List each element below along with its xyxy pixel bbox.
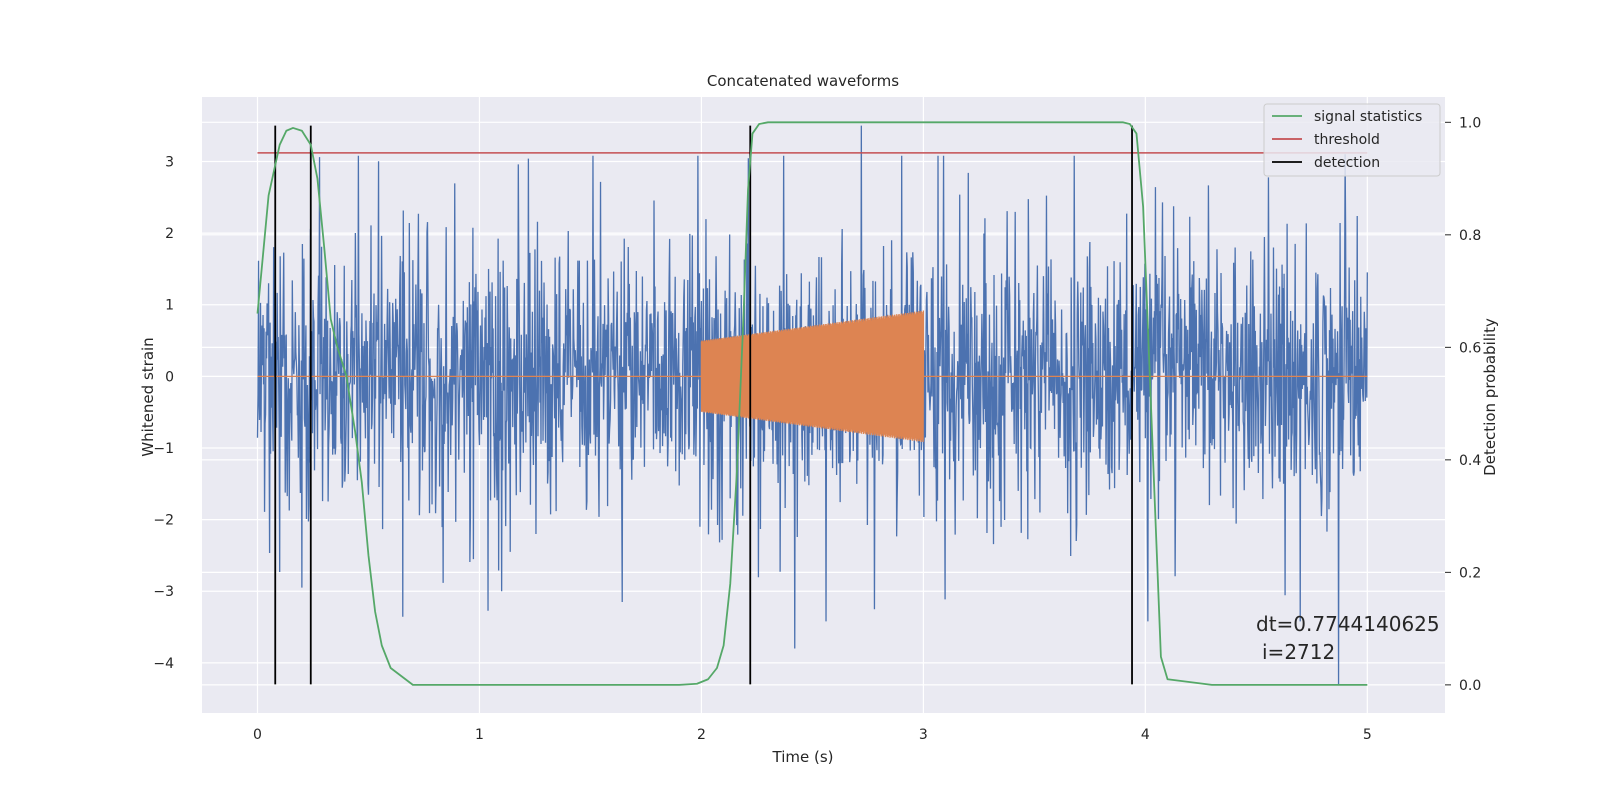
y-left-tick-label: −2 [153,513,174,529]
y-right-tick-label: 0.6 [1459,340,1481,356]
legend: signal statistics threshold detection [1263,103,1441,177]
y-axis-label-right: Detection probability [1481,318,1499,476]
y-right-tick-label: 0.0 [1459,678,1481,694]
x-tick-label: 3 [919,727,928,743]
y-left-tick-label: 3 [165,154,174,170]
y-right-tick-label: 0.4 [1459,453,1481,469]
tick-labels: 0 1 2 3 4 5 −4 −3 −2 −1 0 1 2 3 0.0 0.2 0.4 0.6 0.8 1.0 [153,115,1481,743]
grid-lines [202,97,1445,713]
x-tick-label: 5 [1363,727,1372,743]
chart-title: Concatenated waveforms [707,72,899,90]
y-left-tick-label: 1 [165,298,174,314]
legend-box [1263,103,1441,177]
x-tick-label: 1 [475,727,484,743]
y-left-tick-label: 2 [165,226,174,242]
legend-label-detection: detection [1314,155,1380,171]
x-axis-label: Time (s) [772,748,834,766]
y-right-tick-label: 1.0 [1459,115,1481,131]
y-left-tick-label: 0 [165,369,174,385]
legend-label-threshold: threshold [1314,132,1380,148]
signal-statistics-line [256,121,1368,686]
y-right-tick-label: 0.2 [1459,565,1481,581]
y-right-tick-label: 0.8 [1459,228,1481,244]
y-left-tick-label: −3 [153,584,174,600]
y-left-tick-label: −4 [153,656,174,672]
annotation-dt: dt=0.7744140625 [1256,612,1440,636]
x-tick-label: 4 [1141,727,1150,743]
y-left-tick-label: −1 [153,441,174,457]
legend-label-signal-statistics: signal statistics [1314,109,1422,125]
plot-content [256,121,1368,686]
x-tick-label: 0 [253,727,262,743]
x-tick-label: 2 [697,727,706,743]
y-axis-label-left: Whitened strain [139,337,157,456]
injected-waveform-line [257,310,1368,442]
annotation-i: i=2712 [1262,640,1335,664]
